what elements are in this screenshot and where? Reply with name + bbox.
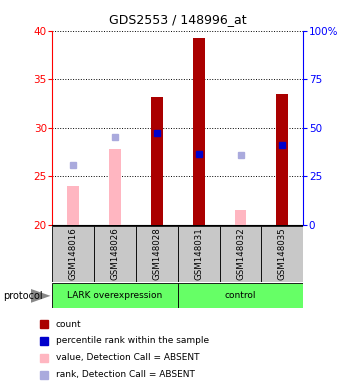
Text: GSM148028: GSM148028 (152, 228, 161, 280)
Bar (109, 149, 121, 225)
Polygon shape (31, 289, 51, 303)
Text: control: control (225, 291, 256, 300)
Text: GDS2553 / 148996_at: GDS2553 / 148996_at (109, 13, 247, 26)
Bar (52, 226, 94, 282)
Text: count: count (56, 320, 82, 329)
Bar (193, 38, 205, 225)
Bar (277, 94, 288, 225)
Text: GSM148016: GSM148016 (69, 228, 78, 280)
Text: GSM148031: GSM148031 (194, 228, 203, 280)
Bar (94, 226, 136, 282)
Text: value, Detection Call = ABSENT: value, Detection Call = ABSENT (56, 353, 199, 362)
Text: LARK overexpression: LARK overexpression (68, 291, 163, 300)
Text: percentile rank within the sample: percentile rank within the sample (56, 336, 209, 346)
Text: protocol: protocol (4, 291, 43, 301)
Text: GSM148032: GSM148032 (236, 228, 245, 280)
Text: rank, Detection Call = ABSENT: rank, Detection Call = ABSENT (56, 370, 195, 379)
Bar (178, 226, 219, 282)
Bar (235, 210, 246, 225)
Bar (178, 283, 303, 308)
Text: GSM148035: GSM148035 (278, 228, 287, 280)
Bar (219, 226, 261, 282)
Text: GSM148026: GSM148026 (110, 228, 119, 280)
Bar (52, 283, 178, 308)
Bar (151, 97, 163, 225)
Bar (261, 226, 303, 282)
Bar (68, 186, 79, 225)
Bar (136, 226, 178, 282)
